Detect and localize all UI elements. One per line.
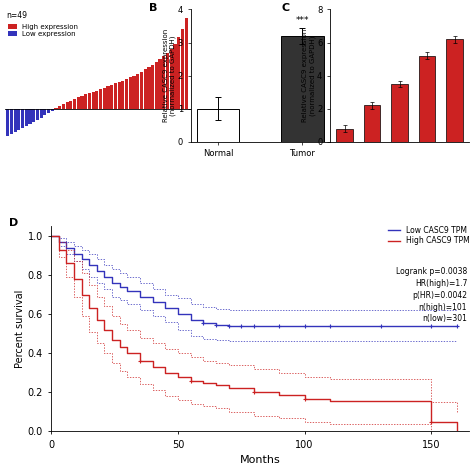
Bar [107,86,109,109]
Bar [21,109,24,128]
Bar [181,29,184,109]
Bar [132,75,136,109]
Bar [392,84,408,142]
Text: Logrank p=0.0038
HR(high)=1.7
p(HR)=0.0042
n(high)=101
n(low)=301: Logrank p=0.0038 HR(high)=1.7 p(HR)=0.00… [396,267,467,323]
Text: B: B [149,3,157,13]
Bar [336,128,353,142]
Bar [125,79,128,109]
Bar [118,82,121,109]
Bar [47,109,50,113]
Bar [184,18,188,109]
Legend: High expression, Low expression: High expression, Low expression [8,24,78,37]
Bar [121,81,125,109]
Bar [147,67,151,109]
Bar [81,96,83,109]
Bar [151,64,154,109]
Y-axis label: Percent survival: Percent survival [15,290,25,368]
Bar [155,62,158,109]
Bar [84,94,87,109]
Legend: Low CASC9 TPM, High CASC9 TPM: Low CASC9 TPM, High CASC9 TPM [388,226,470,246]
Bar [28,109,32,124]
Bar [43,109,46,115]
Bar [364,105,380,142]
Bar [25,109,28,126]
Bar [166,53,169,109]
Text: n=49: n=49 [7,11,27,20]
Bar [419,56,436,142]
X-axis label: Months: Months [240,455,281,465]
Bar [62,104,65,109]
Bar [282,36,324,142]
Bar [32,109,35,122]
Bar [65,102,69,109]
Bar [103,88,106,109]
Bar [114,83,117,109]
Bar [88,93,91,109]
Bar [14,109,17,132]
Bar [177,37,180,109]
Bar [136,73,139,109]
Text: C: C [281,3,289,13]
Bar [144,69,147,109]
Bar [173,44,176,109]
Bar [158,59,162,109]
Bar [69,100,73,109]
Y-axis label: Relative CASC9 expression
(normalized to GAPDH): Relative CASC9 expression (normalized to… [302,29,316,122]
Bar [197,109,239,142]
Bar [6,109,9,136]
Bar [91,92,95,109]
Bar [77,97,80,109]
Bar [447,39,463,142]
Y-axis label: Relative CASC9 expression
(normalized to GAPDH): Relative CASC9 expression (normalized to… [163,29,176,122]
Bar [99,89,102,109]
Bar [51,109,54,111]
Bar [95,91,99,109]
Bar [17,109,20,130]
Bar [110,85,113,109]
Bar [162,56,165,109]
Bar [140,72,143,109]
Bar [55,108,58,109]
Bar [58,106,61,109]
Bar [39,109,43,118]
Bar [73,99,76,109]
Bar [170,49,173,109]
Bar [10,109,13,134]
Bar [36,109,39,120]
Text: D: D [9,218,18,228]
Bar [129,77,132,109]
Text: ***: *** [296,16,309,25]
